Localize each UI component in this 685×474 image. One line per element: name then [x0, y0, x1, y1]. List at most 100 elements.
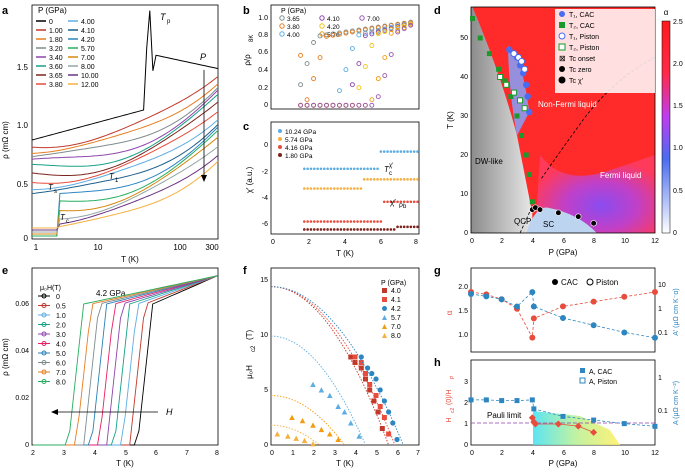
b-data-point [343, 67, 349, 73]
f-data-point [335, 436, 341, 442]
b-data-point [337, 88, 342, 94]
c-data-point [389, 150, 393, 153]
c-data-point [306, 228, 309, 231]
c-data-point [342, 220, 346, 223]
panel-c-frame [270, 121, 420, 235]
panel-label-h: h [434, 357, 441, 369]
b-legend-entry: 4.00 [287, 32, 300, 39]
e-xtick-4: 6 [154, 450, 158, 457]
c-data-point [362, 178, 366, 181]
d-tc-point [555, 209, 562, 216]
h-xtick-5: 10 [621, 450, 629, 457]
f-xtick-1: 1 [291, 450, 295, 457]
c-data-point [396, 178, 399, 181]
c-data-point [376, 220, 379, 223]
g-ytick-right-0: 0.1 [658, 330, 668, 337]
c-xtick-3: 6 [379, 239, 383, 246]
panel-h-yticks-right: 0.1 1 [658, 375, 668, 415]
d-legend-entry: T₂, Piston [569, 45, 599, 52]
b-data-point [330, 102, 336, 108]
panel-d-points [470, 16, 597, 227]
d-crossover-line [541, 57, 656, 179]
h-legend-entry: A, CAC [589, 369, 612, 376]
c-data-point [376, 167, 379, 171]
e-field-arrowhead [51, 409, 58, 415]
c-data-point [349, 220, 353, 223]
e-legend-title: μ₀H(T) [40, 285, 61, 292]
c-data-point [366, 220, 369, 223]
c-data-point [332, 228, 336, 231]
f-xtick-0: 0 [270, 450, 274, 457]
d-legend-marker [559, 22, 565, 28]
e-xtick-0: 2 [31, 450, 35, 457]
c-data-point [389, 178, 393, 181]
a-p-arrow-label: P [200, 52, 206, 62]
f-xlabel: T (K) [336, 459, 354, 468]
f-legend-marker [382, 306, 387, 311]
h-xtick-1: 2 [500, 450, 504, 457]
c-data-point [312, 187, 316, 190]
c-ytick-1: -2 [262, 169, 268, 176]
b-data-point [388, 30, 394, 36]
a-curve [31, 93, 219, 167]
h-a-point [591, 417, 597, 423]
a-legend-entry: 3.60 [49, 64, 63, 71]
b-legend-marker [359, 15, 365, 21]
c-data-point [326, 167, 329, 171]
d-t2-piston-point [517, 97, 524, 104]
b-data-point [324, 33, 329, 39]
g-alpha-point [559, 303, 566, 310]
c-data-point [306, 167, 309, 171]
c-data-point [362, 220, 366, 223]
c-data-point [339, 220, 343, 223]
c-xtick-0: 0 [271, 239, 275, 246]
f-data-point [356, 433, 362, 439]
c-data-point [322, 167, 326, 171]
d-xtick-6: 12 [651, 238, 659, 245]
c-data-point [399, 178, 403, 181]
f-legend-entry: 7.0 [391, 324, 401, 331]
g-aprime-point [483, 293, 490, 300]
e-legend-entry: 0 [56, 294, 60, 301]
c-legend-marker [278, 145, 282, 149]
panel-e-legend: 0 0.5 1.0 2.0 3.0 4.0 5.0 6.0 7.0 8.0 [38, 293, 66, 387]
c-data-point [352, 228, 356, 231]
g-alpha-line [470, 291, 656, 339]
h-legend-entry: A, Piston [589, 379, 617, 386]
f-data-point [379, 426, 385, 431]
d-ylabel: T (K) [446, 111, 455, 129]
a-curve [31, 83, 219, 154]
c-data-point [392, 150, 396, 153]
f-legend-marker [382, 333, 387, 338]
c-data-point [326, 228, 329, 231]
f-data-point [377, 387, 383, 393]
d-xtick-1: 2 [500, 238, 504, 245]
c-data-point [416, 225, 419, 229]
d-t2-piston-point [497, 74, 504, 80]
d-t1-region [507, 45, 530, 136]
f-data-point [310, 441, 316, 447]
d-legend-entry: T₁, Piston [569, 34, 599, 41]
panel-a-legend: 0 1.00 1.80 3.20 3.40 3.60 3.65 3.80 4.00 4.10 4.2… [36, 19, 99, 89]
c-data-point [303, 187, 306, 190]
e-ytick-0: 0 [25, 442, 29, 449]
d-t2-cac-point [519, 133, 525, 138]
f-data-point [310, 381, 316, 387]
panel-e: e 0 0.02 0.04 0.06 ρ (mΩ cm) 2 3 4 5 6 7… [1, 265, 219, 468]
g-alpha-point [651, 289, 658, 295]
b-legend-entry: 4.10 [327, 16, 340, 23]
c-data-point [342, 228, 346, 231]
c-data-point [386, 200, 389, 204]
b-data-point [343, 102, 349, 108]
c-data-point [322, 187, 326, 190]
c-data-point [332, 167, 336, 171]
c-data-point [379, 220, 383, 223]
f-data-point [352, 354, 358, 360]
d-colorbar-label: α [664, 8, 669, 17]
c-data-point [316, 228, 319, 231]
f-data-point [318, 426, 325, 433]
b-data-point [298, 82, 304, 88]
f-ylabel-sub: c2 [251, 345, 257, 352]
a-ytick-1: 0.5 [17, 180, 29, 189]
d-legend-marker [558, 76, 566, 84]
